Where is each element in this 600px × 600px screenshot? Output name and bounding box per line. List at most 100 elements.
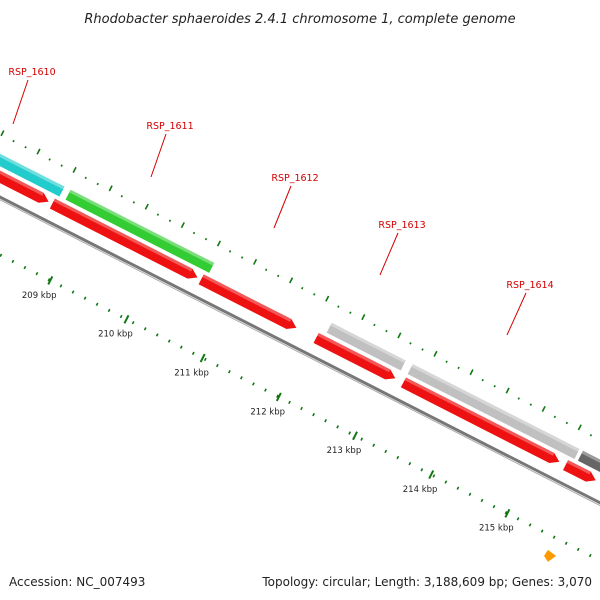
scale-dot-upper <box>337 305 340 308</box>
feature-bar-cyan <box>0 152 66 198</box>
scale-dot-upper <box>397 332 402 339</box>
scale-dot-lower <box>191 351 195 356</box>
feature-bar-highlight <box>329 322 407 364</box>
scale-dot-upper <box>385 329 388 333</box>
scale-dot-lower <box>576 547 580 552</box>
scale-dot-upper <box>240 256 244 259</box>
cds-arrow <box>197 273 298 330</box>
scale-dot-lower <box>456 486 460 490</box>
cds-arrow-highlight <box>316 332 391 373</box>
scale-dot-upper <box>301 286 304 290</box>
scale-dot-upper <box>277 274 280 278</box>
scale-dot-upper <box>84 176 87 180</box>
scale-dot-lower <box>360 437 364 441</box>
scale-tick-label: 214 kbp <box>403 485 438 495</box>
scale-dot-lower <box>480 498 484 503</box>
scale-dot-lower <box>71 290 75 294</box>
scale-dot-upper <box>60 164 63 167</box>
scale-dot-lower <box>372 443 376 447</box>
gene-label-rsp-1612: RSP_1612 <box>271 173 318 184</box>
scale-dot-upper <box>120 195 123 198</box>
gene-label-layer: RSP_1610 RSP_1611 RSP_1612 RSP_1613 RSP_1614 <box>8 67 554 336</box>
scale-dot-lower <box>564 541 568 546</box>
scale-dot-lower <box>288 400 291 405</box>
gene-leader-line <box>273 185 292 229</box>
cds-arrow-highlight <box>201 273 292 322</box>
scale-dot-upper <box>589 434 593 437</box>
scale-dot-lower <box>408 461 412 466</box>
scale-dot-lower <box>588 553 592 558</box>
cds-arrow-highlight <box>53 198 193 272</box>
scale-dot-lower <box>396 455 400 460</box>
scale-dot-upper <box>505 387 510 394</box>
scale-dot-lower <box>203 357 207 362</box>
scale-dot-upper <box>445 360 448 363</box>
scale-dot-lower <box>47 278 51 282</box>
gene-label-rsp-1614: RSP_1614 <box>506 280 553 291</box>
scale-dot-lower <box>324 419 328 423</box>
gene-leader-line <box>506 292 527 336</box>
scale-dot-lower <box>528 523 532 527</box>
scale-dot-lower <box>107 308 111 313</box>
scale-dot-lower <box>215 363 219 368</box>
scale-dot-upper <box>409 342 412 345</box>
scale-dot-lower <box>95 302 99 306</box>
backbone-layer <box>0 195 600 507</box>
feature-bar-gray <box>406 362 581 461</box>
scale-tick-209 <box>47 275 54 285</box>
scale-dot-upper <box>96 182 99 186</box>
scale-tick-label: 210 kbp <box>98 330 133 340</box>
scale-dot-lower <box>492 504 496 509</box>
scale-dot-upper <box>216 240 222 247</box>
scale-tick-label: 212 kbp <box>250 407 285 417</box>
scale-dot-lower <box>227 370 231 374</box>
scale-dot-upper <box>313 293 316 296</box>
scale-dot-lower <box>155 333 159 337</box>
gene-label-rsp-1613: RSP_1613 <box>378 220 425 231</box>
scale-dot-lower <box>0 253 3 257</box>
scale-dot-upper <box>373 323 376 327</box>
scale-dot-lower <box>384 449 388 454</box>
cds-arrow <box>399 376 561 464</box>
cds-arrow-highlight <box>404 376 555 456</box>
scale-dot-lower <box>240 376 243 380</box>
scale-tick-210 <box>123 314 130 324</box>
scale-dot-lower <box>504 510 508 515</box>
scale-dot-upper <box>469 369 474 376</box>
scale-dot-lower <box>336 425 340 429</box>
scale-dot-lower <box>300 406 303 411</box>
scale-dot-lower <box>420 468 424 472</box>
scale-tick-212 <box>275 392 282 402</box>
scale-dot-lower <box>23 265 27 270</box>
feature-track-layer <box>0 152 600 473</box>
feature-marker-orange <box>544 549 556 562</box>
scale-tick-label: 209 kbp <box>22 291 57 301</box>
scale-dot-upper <box>192 231 196 235</box>
scale-dot-upper <box>36 148 41 155</box>
scale-dot-lower <box>179 345 183 349</box>
scale-dot-lower <box>143 327 147 331</box>
scale-dot-lower <box>540 529 544 533</box>
backbone-shadow <box>0 199 600 507</box>
map-title: Rhodobacter sphaeroides 2.4.1 chromosome… <box>84 12 515 27</box>
cds-arrow-highlight <box>0 170 44 196</box>
backbone-line <box>0 195 600 505</box>
scale-dot-lower <box>276 394 279 398</box>
scale-dot-upper <box>349 311 352 314</box>
scale-dot-upper <box>72 166 77 173</box>
scale-dot-upper <box>204 237 208 241</box>
scale-dot-upper <box>565 421 569 425</box>
scale-dot-upper <box>132 201 136 204</box>
feature-bar-dark <box>576 449 600 473</box>
scale-dot-upper <box>517 397 520 400</box>
scale-dot-upper <box>433 350 438 357</box>
cds-arrow <box>312 331 397 381</box>
scale-dot-upper <box>541 405 546 413</box>
scale-dot-upper <box>577 424 582 431</box>
cds-arrow <box>561 458 598 483</box>
scale-dot-lower <box>11 259 15 264</box>
scale-dot-lower <box>264 388 267 392</box>
cds-arrow <box>0 169 50 204</box>
